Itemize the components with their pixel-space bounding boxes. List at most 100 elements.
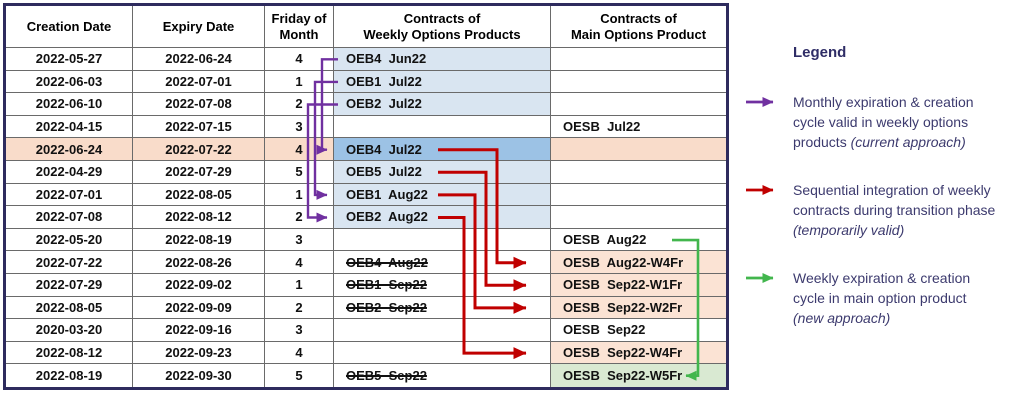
header-line: Friday of [271, 10, 327, 26]
creation-date-cell: 2022-07-29 [6, 273, 133, 297]
legend-line: Monthly expiration & creation [793, 92, 974, 112]
legend-segment-italic: (temporarily valid) [793, 222, 905, 238]
legend-line: (new approach) [793, 308, 970, 328]
expiry-date-cell: 2022-08-26 [133, 251, 265, 274]
friday-of-month-cell: 4 [265, 251, 334, 274]
legend-item-weekly: Weekly expiration & creation cycle in mai… [744, 268, 1020, 328]
legend: Legend Monthly expiration & creation cycl… [744, 44, 1020, 328]
weekly-arrow-icon [746, 273, 774, 283]
creation-date-cell: 2022-06-10 [6, 93, 133, 116]
legend-item-text: Monthly expiration & creation cycle valid… [793, 92, 974, 152]
header-line: Contracts of [600, 10, 677, 26]
main-contract-cell: OESB Aug22-W4Fr [551, 251, 726, 274]
header-line: Main Options Product [570, 26, 707, 42]
legend-item-sequential: Sequential integration of weekly contract… [744, 180, 1020, 240]
main-contract-cell: OESB Sep22-W2Fr [551, 296, 726, 320]
weekly-contract-label: OEB2 Aug22 [346, 209, 428, 225]
friday-of-month-cell: 1 [265, 273, 334, 297]
header-cell-main-contracts: Contracts of Main Options Product [551, 6, 726, 48]
header-cell-creation-date: Creation Date [6, 6, 133, 48]
legend-segment: Monthly expiration & creation [793, 94, 974, 110]
creation-date-cell: 2022-06-24 [6, 138, 133, 161]
creation-date-cell: 2022-07-01 [6, 183, 133, 207]
weekly-contract-cell: OEB2 Jul22 [334, 93, 551, 116]
legend-line: products (current approach) [793, 132, 974, 152]
main-contract-cell [551, 161, 726, 184]
expiry-date-cell: 2022-06-24 [133, 48, 265, 71]
legend-segment: cycle valid in weekly options [793, 114, 969, 130]
weekly-contract-label: OEB4 Aug22 [346, 254, 428, 270]
legend-segment: Weekly expiration & creation [793, 270, 971, 286]
friday-of-month-cell: 5 [265, 364, 334, 387]
main-contract-label: OESB Aug22 [563, 232, 647, 248]
header-line: Weekly Options Products [363, 26, 521, 42]
main-contract-label: OESB Aug22-W4Fr [563, 254, 684, 270]
expiry-date-cell: 2022-09-09 [133, 296, 265, 320]
weekly-contract-cell: OEB4 Jul22 [334, 138, 551, 161]
friday-of-month-cell: 4 [265, 48, 334, 71]
legend-title: Legend [793, 44, 847, 61]
expiry-date-cell: 2022-07-22 [133, 138, 265, 161]
main-contract-cell [551, 206, 726, 229]
weekly-contract-cell: OEB2 Sep22 [334, 296, 551, 320]
expiry-date-cell: 2022-08-05 [133, 183, 265, 207]
weekly-contract-label: OEB1 Aug22 [346, 186, 428, 202]
legend-segment: products [793, 134, 851, 150]
main-contract-cell [551, 48, 726, 71]
weekly-contract-cell: OEB2 Aug22 [334, 206, 551, 229]
friday-of-month-cell: 3 [265, 319, 334, 342]
creation-date-cell: 2022-08-19 [6, 364, 133, 387]
expiry-date-cell: 2022-09-16 [133, 319, 265, 342]
weekly-contract-label: OEB4 Jun22 [346, 51, 427, 67]
creation-date-cell: 2022-07-08 [6, 206, 133, 229]
creation-date-cell: 2020-03-20 [6, 319, 133, 342]
friday-of-month-cell: 4 [265, 138, 334, 161]
main-contract-label: OESB Sep22-W5Fr [563, 368, 683, 384]
header-line: Expiry Date [162, 18, 235, 34]
weekly-contract-cell: OEB5 Sep22 [334, 364, 551, 387]
legend-line: contracts during transition phase [793, 200, 995, 220]
weekly-contract-cell: OEB4 Aug22 [334, 251, 551, 274]
main-contract-label: OESB Sep22 [563, 322, 646, 338]
legend-line: (temporarily valid) [793, 220, 995, 240]
legend-line: Sequential integration of weekly [793, 180, 995, 200]
weekly-contract-cell: OEB5 Jul22 [334, 160, 551, 184]
legend-segment: Sequential integration of weekly [793, 182, 991, 198]
main-contract-cell: OESB Sep22-W1Fr [551, 273, 726, 297]
expiry-date-cell: 2022-07-01 [133, 70, 265, 94]
friday-of-month-cell: 3 [265, 115, 334, 139]
legend-item-monthly: Monthly expiration & creation cycle valid… [744, 92, 1020, 152]
friday-of-month-cell: 2 [265, 206, 334, 229]
weekly-contract-cell: OEB1 Sep22 [334, 273, 551, 297]
main-contract-label: OESB Sep22-W1Fr [563, 277, 683, 293]
expiry-date-cell: 2022-08-12 [133, 206, 265, 229]
friday-of-month-cell: 2 [265, 93, 334, 116]
header-cell-expiry-date: Expiry Date [133, 6, 265, 48]
weekly-contract-cell: OEB1 Jul22 [334, 70, 551, 94]
header-cell-weekly-contracts: Contracts of Weekly Options Products [334, 6, 551, 48]
header-cell-friday-of-month: Friday of Month [265, 6, 334, 48]
legend-line: Weekly expiration & creation [793, 268, 970, 288]
main-contract-cell: OESB Sep22-W5Fr [551, 364, 726, 387]
legend-segment: cycle in main option product [793, 290, 967, 306]
contracts-table-grid: Creation Date Expiry Date Friday of Month Co… [6, 6, 726, 387]
weekly-contract-cell [334, 341, 551, 365]
weekly-contract-label: OEB2 Jul22 [346, 96, 422, 112]
creation-date-cell: 2022-05-20 [6, 228, 133, 252]
header-line: Month [279, 26, 319, 42]
expiry-date-cell: 2022-07-29 [133, 160, 265, 184]
weekly-contract-label: OEB5 Jul22 [346, 164, 422, 180]
legend-item-text: Weekly expiration & creation cycle in mai… [793, 268, 970, 328]
expiry-date-cell: 2022-09-30 [133, 364, 265, 387]
weekly-contract-label: OEB1 Jul22 [346, 73, 422, 89]
friday-of-month-cell: 5 [265, 160, 334, 184]
friday-of-month-cell: 1 [265, 183, 334, 207]
legend-items: Monthly expiration & creation cycle valid… [744, 92, 1020, 328]
expiry-date-cell: 2022-09-02 [133, 273, 265, 297]
legend-line: cycle in main option product [793, 288, 970, 308]
main-contract-cell [551, 138, 726, 161]
friday-of-month-cell: 2 [265, 296, 334, 320]
main-contract-cell [551, 184, 726, 207]
main-contract-cell: OESB Aug22 [551, 229, 726, 252]
main-contract-label: OESB Sep22-W4Fr [563, 345, 683, 361]
